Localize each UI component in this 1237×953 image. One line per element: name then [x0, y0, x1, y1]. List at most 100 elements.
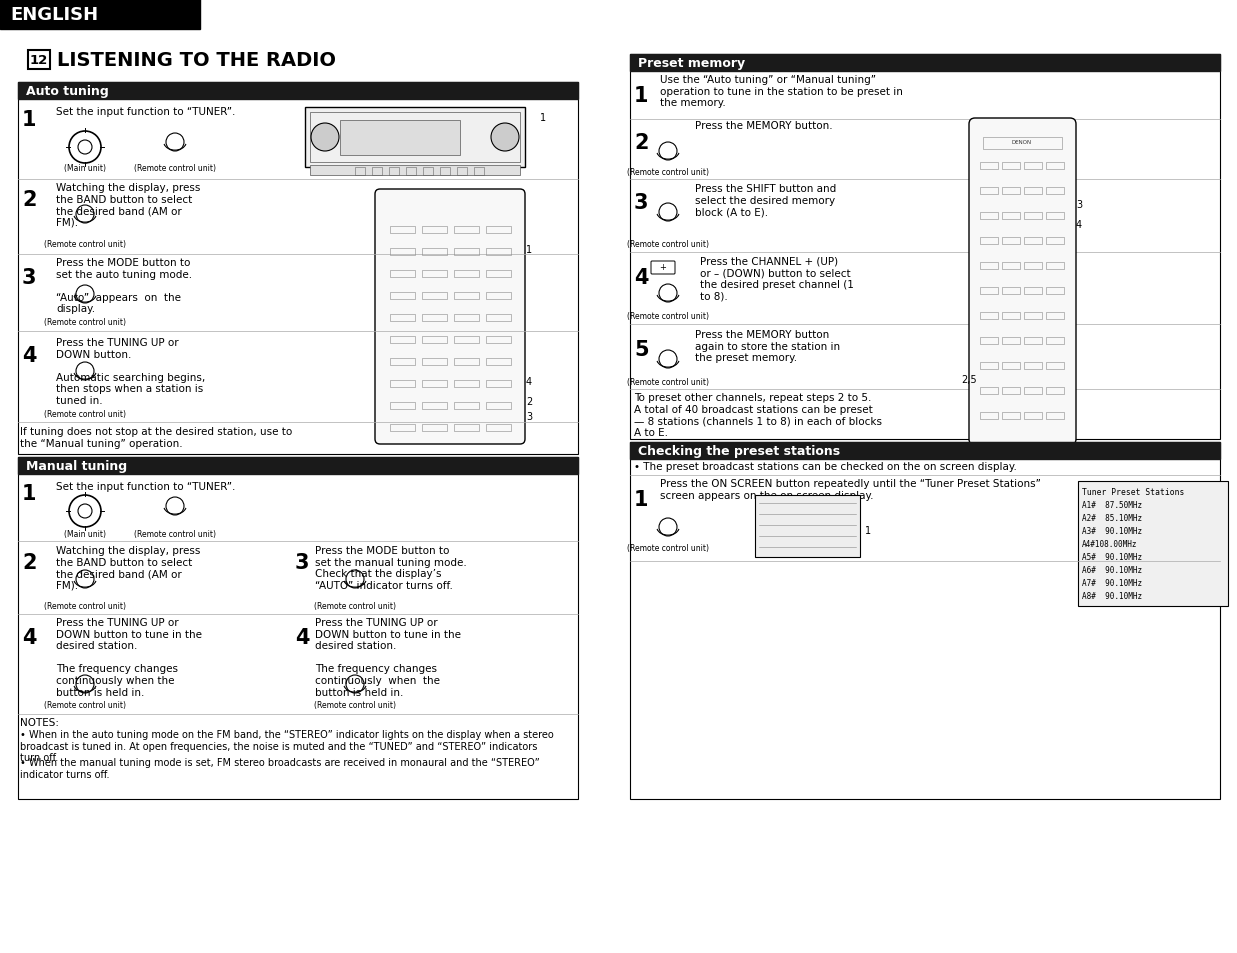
Bar	[980, 237, 998, 245]
Bar	[980, 413, 998, 419]
Text: Watching the display, press
the BAND button to select
the desired band (AM or
FM: Watching the display, press the BAND but…	[56, 545, 200, 590]
Bar	[422, 249, 447, 255]
Text: • The preset broadcast stations can be checked on the on screen display.: • The preset broadcast stations can be c…	[635, 461, 1017, 472]
Text: (Remote control unit): (Remote control unit)	[45, 410, 126, 419]
Text: If tuning does not stop at the desired station, use to
the “Manual tuning” opera: If tuning does not stop at the desired s…	[20, 427, 292, 448]
Bar	[1047, 288, 1064, 294]
Text: 4: 4	[22, 346, 37, 366]
Text: Watching the display, press
the BAND button to select
the desired band (AM or
FM: Watching the display, press the BAND but…	[56, 183, 200, 228]
Bar	[454, 358, 479, 366]
Bar	[422, 380, 447, 388]
Bar	[486, 380, 511, 388]
Text: A1#  87.50MHz: A1# 87.50MHz	[1082, 500, 1142, 510]
Bar	[1002, 188, 1021, 194]
Text: 2: 2	[22, 553, 37, 573]
Text: Press the MEMORY button.: Press the MEMORY button.	[695, 121, 833, 131]
Bar	[1024, 363, 1042, 370]
Bar	[388, 168, 400, 175]
Text: Press the MODE button to
set the auto tuning mode.

“Auto”  appears  on  the
dis: Press the MODE button to set the auto tu…	[56, 257, 192, 314]
Text: A3#  90.10MHz: A3# 90.10MHz	[1082, 526, 1142, 536]
Bar	[422, 402, 447, 410]
Text: 1: 1	[635, 490, 648, 510]
Text: Manual tuning: Manual tuning	[26, 459, 127, 473]
Text: A7#  90.10MHz: A7# 90.10MHz	[1082, 578, 1142, 587]
Text: Press the TUNING UP or
DOWN button.

Automatic searching begins,
then stops when: Press the TUNING UP or DOWN button. Auto…	[56, 337, 205, 406]
Text: 4: 4	[635, 268, 648, 288]
Text: 3: 3	[294, 553, 309, 573]
Text: +: +	[659, 263, 667, 273]
Text: Set the input function to “TUNER”.: Set the input function to “TUNER”.	[56, 481, 235, 492]
Text: Preset memory: Preset memory	[638, 57, 745, 70]
Text: (Main unit): (Main unit)	[64, 164, 106, 173]
Bar	[1047, 263, 1064, 270]
Text: (Remote control unit): (Remote control unit)	[314, 601, 396, 610]
Bar	[980, 163, 998, 170]
Bar	[422, 358, 447, 366]
Bar	[306, 108, 524, 168]
Bar	[1002, 363, 1021, 370]
Bar	[1024, 163, 1042, 170]
Bar	[1002, 163, 1021, 170]
FancyBboxPatch shape	[375, 190, 524, 444]
Text: • When in the auto tuning mode on the FM band, the “STEREO” indicator lights on : • When in the auto tuning mode on the FM…	[20, 729, 554, 762]
Bar	[1002, 413, 1021, 419]
Bar	[310, 166, 520, 175]
Bar	[340, 121, 460, 156]
Text: Press the MEMORY button
again to store the station in
the preset memory.: Press the MEMORY button again to store t…	[695, 330, 840, 363]
Bar	[486, 358, 511, 366]
Text: 3: 3	[526, 412, 532, 421]
Text: A6#  90.10MHz: A6# 90.10MHz	[1082, 565, 1142, 575]
Bar	[454, 314, 479, 322]
Bar	[454, 271, 479, 277]
Text: DENON: DENON	[1012, 140, 1032, 145]
Bar	[1024, 288, 1042, 294]
Text: Checking the preset stations: Checking the preset stations	[638, 444, 840, 457]
Bar	[1047, 388, 1064, 395]
Bar	[983, 138, 1063, 150]
Text: (Remote control unit): (Remote control unit)	[134, 164, 216, 173]
Text: (Remote control unit): (Remote control unit)	[627, 377, 709, 386]
Bar	[454, 424, 479, 432]
Text: 4: 4	[1076, 220, 1082, 230]
Bar	[1024, 263, 1042, 270]
Bar	[1047, 213, 1064, 220]
Bar	[486, 249, 511, 255]
Bar	[454, 293, 479, 299]
Text: 4: 4	[294, 627, 309, 647]
Text: (Remote control unit): (Remote control unit)	[627, 313, 709, 321]
Bar	[1024, 213, 1042, 220]
Circle shape	[310, 124, 339, 152]
Bar	[1002, 388, 1021, 395]
Text: Press the TUNING UP or
DOWN button to tune in the
desired station.

The frequenc: Press the TUNING UP or DOWN button to tu…	[315, 618, 461, 697]
Text: Press the MODE button to
set the manual tuning mode.
Check that the display’s
“A: Press the MODE button to set the manual …	[315, 545, 466, 590]
Text: 1: 1	[526, 245, 532, 254]
Text: 3: 3	[635, 193, 648, 213]
Text: Use the “Auto tuning” or “Manual tuning”
operation to tune in the station to be : Use the “Auto tuning” or “Manual tuning”…	[661, 75, 903, 108]
Text: (Remote control unit): (Remote control unit)	[45, 317, 126, 326]
Bar	[422, 314, 447, 322]
Bar	[486, 314, 511, 322]
Text: A4#108.00MHz: A4#108.00MHz	[1082, 539, 1138, 548]
Text: 1: 1	[635, 86, 648, 106]
Bar	[390, 249, 414, 255]
Text: 2: 2	[22, 190, 37, 210]
Bar	[980, 388, 998, 395]
Bar	[19, 457, 578, 800]
Bar	[390, 358, 414, 366]
Bar	[630, 55, 1220, 439]
Bar	[1077, 481, 1228, 606]
Bar	[28, 51, 49, 70]
Bar	[1047, 237, 1064, 245]
Bar	[980, 213, 998, 220]
Text: Press the TUNING UP or
DOWN button to tune in the
desired station.

The frequenc: Press the TUNING UP or DOWN button to tu…	[56, 618, 202, 697]
Text: Press the CHANNEL + (UP)
or – (DOWN) button to select
the desired preset channel: Press the CHANNEL + (UP) or – (DOWN) but…	[700, 256, 854, 301]
Bar	[390, 424, 414, 432]
Bar	[19, 83, 578, 100]
Text: 3: 3	[1076, 200, 1082, 210]
Bar	[630, 442, 1220, 459]
Bar	[1002, 288, 1021, 294]
Text: (Remote control unit): (Remote control unit)	[45, 601, 126, 610]
Text: (Remote control unit): (Remote control unit)	[45, 239, 126, 248]
Text: Press the SHIFT button and
select the desired memory
block (A to E).: Press the SHIFT button and select the de…	[695, 184, 836, 217]
Bar	[486, 293, 511, 299]
